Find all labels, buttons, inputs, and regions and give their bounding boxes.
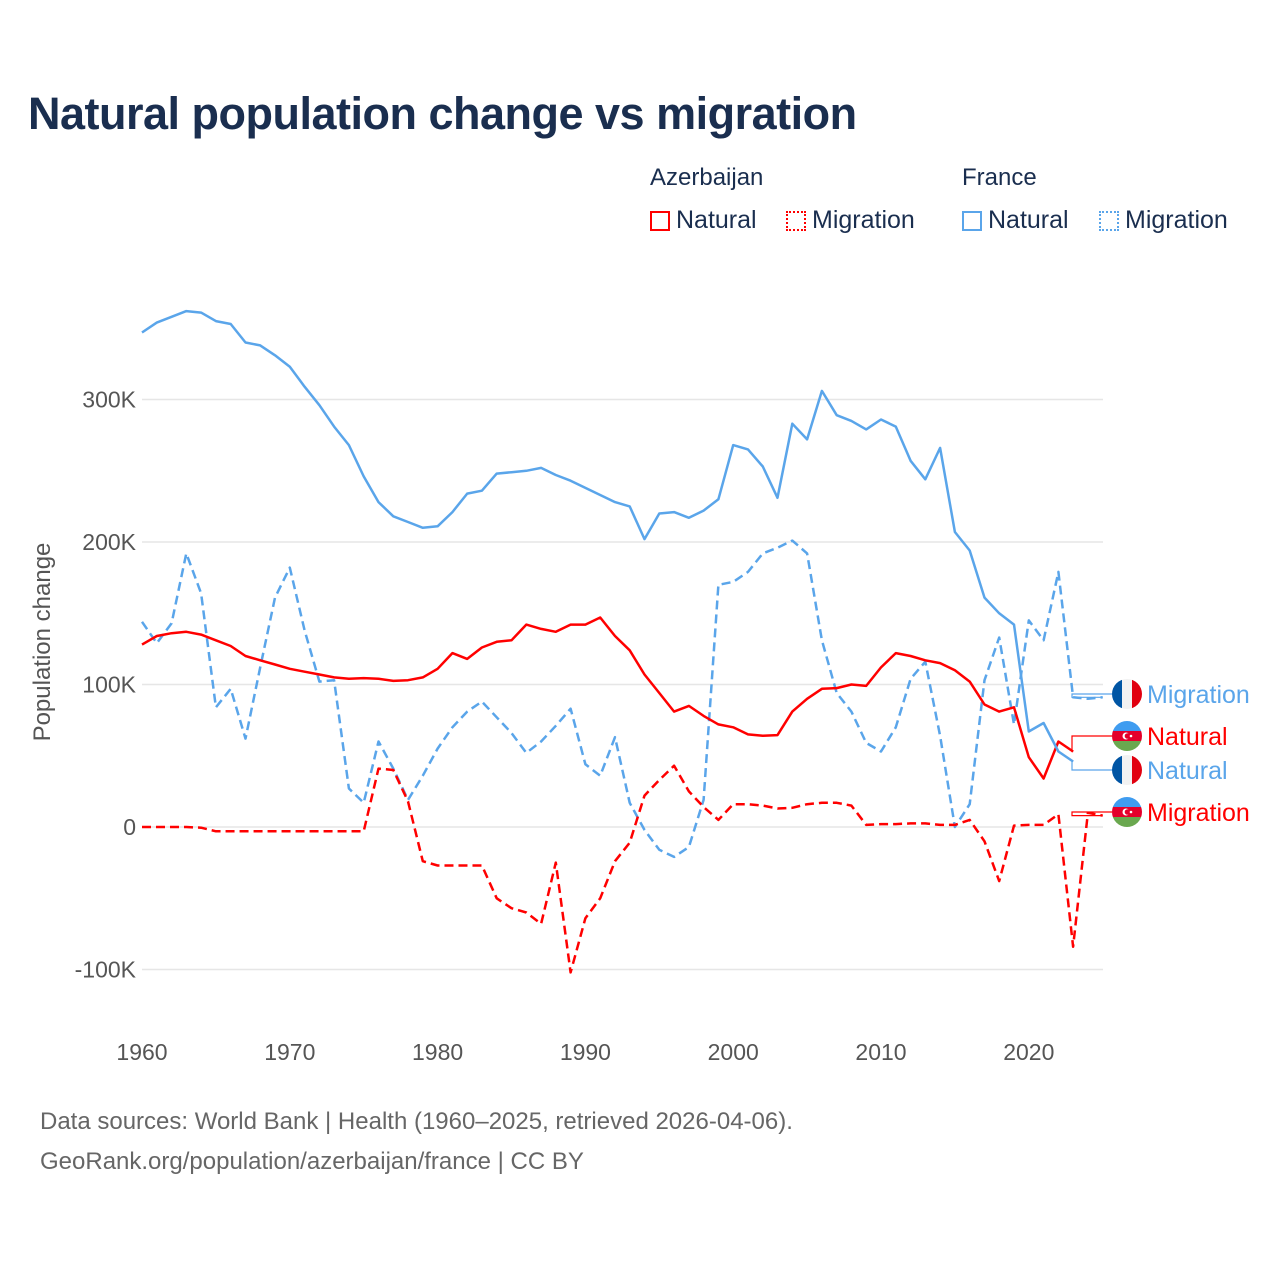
x-tick-label: 1960 <box>116 1039 167 1065</box>
y-tick-label: 100K <box>82 672 136 698</box>
x-tick-label: 2020 <box>1003 1039 1054 1065</box>
y-tick-label: 200K <box>82 529 136 555</box>
x-tick-label: 1970 <box>264 1039 315 1065</box>
y-tick-label: -100K <box>75 957 137 983</box>
series-line-azerbaijan-migration <box>142 764 1103 974</box>
series-end-label: Migration <box>1147 799 1250 827</box>
footer-sources: Data sources: World Bank | Health (1960–… <box>40 1108 793 1135</box>
legend-group-azerbaijan: Azerbaijan <box>650 164 764 191</box>
chart-title: Natural population change vs migration <box>28 88 857 139</box>
y-tick-label: 0 <box>123 814 136 840</box>
label-connector <box>1071 760 1112 771</box>
legend-swatch-solid <box>650 210 670 231</box>
legend-azerbaijan-natural[interactable]: Natural <box>650 206 757 235</box>
legend-swatch-dotted <box>786 210 806 231</box>
series-line-france-natural <box>141 309 1074 763</box>
x-tick-label: 2000 <box>708 1039 759 1065</box>
legend-label: Migration <box>1125 206 1228 234</box>
x-tick-label: 2010 <box>855 1039 906 1065</box>
legend-group-france: France <box>962 164 1037 191</box>
legend-label: Natural <box>676 206 757 234</box>
x-tick-label: 1990 <box>560 1039 611 1065</box>
legend-azerbaijan-migration[interactable]: Migration <box>786 206 915 235</box>
azerbaijan-flag-icon <box>1112 721 1142 751</box>
series-end-label: Natural <box>1147 757 1228 785</box>
legend-label: Natural <box>988 206 1069 234</box>
legend-swatch-solid <box>962 210 982 231</box>
legend-france-natural[interactable]: Natural <box>962 206 1069 235</box>
azerbaijan-flag-icon <box>1112 797 1142 827</box>
x-tick-label: 1980 <box>412 1039 463 1065</box>
series-end-label: Natural <box>1147 723 1228 751</box>
label-connector <box>1071 811 1112 817</box>
series-line-azerbaijan-natural <box>141 616 1074 780</box>
label-connector <box>1071 693 1112 698</box>
legend-swatch-dotted <box>1099 210 1119 231</box>
y-axis-label: Population change <box>29 543 56 742</box>
y-tick-label: 300K <box>82 387 136 413</box>
label-connector <box>1071 735 1112 753</box>
france-flag-icon <box>1112 679 1142 709</box>
series-end-label: Migration <box>1147 681 1250 709</box>
footer-link[interactable]: GeoRank.org/population/azerbaijan/france… <box>40 1148 584 1175</box>
legend-france-migration[interactable]: Migration <box>1099 206 1228 235</box>
series-line-france-migration <box>140 539 1103 859</box>
legend-label: Migration <box>812 206 915 234</box>
france-flag-icon <box>1112 755 1142 785</box>
